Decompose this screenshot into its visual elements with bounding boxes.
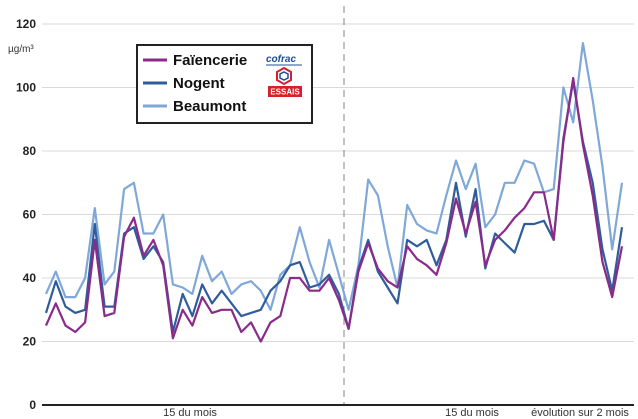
essais-badge [268, 86, 302, 97]
y-tick-label: 100 [16, 81, 36, 95]
legend-label-beaumont: Beaumont [173, 98, 246, 115]
cofrac-logo: cofrac ESSAIS [266, 54, 302, 97]
y-tick-label: 120 [16, 17, 36, 31]
x-tick-label: 15 du mois [445, 407, 499, 419]
cofrac-logo-text: cofrac [266, 54, 296, 65]
y-tick-label: 60 [23, 208, 37, 222]
series-line-nogent [44, 80, 624, 334]
series-lines [44, 41, 624, 343]
cofrac-hex-icon [276, 66, 292, 86]
x-tick-label: évolution sur 2 mois [531, 407, 629, 419]
y-tick-label: 0 [29, 398, 36, 412]
y-tick-label: 20 [23, 335, 37, 349]
y-axis-ticks: 0 20 40 60 80 100 120 [16, 17, 36, 412]
x-axis-ticks: 15 du mois 15 du mois évolution sur 2 mois [163, 407, 629, 419]
series-line-faiencerie [44, 76, 624, 343]
y-axis-unit-label: µg/m³ [8, 44, 34, 55]
y-tick-label: 80 [23, 144, 37, 158]
x-tick-label: 15 du mois [163, 407, 217, 419]
y-tick-label: 40 [23, 271, 37, 285]
legend-label-faiencerie: Faïencerie [173, 52, 247, 69]
cofrac-hex-icon-inner [279, 71, 289, 81]
series-line-beaumont [44, 41, 624, 311]
essais-badge-text: ESSAIS [270, 88, 300, 97]
legend: Faïencerie Nogent Beaumont cofrac ESSAIS [136, 44, 313, 124]
legend-label-nogent: Nogent [173, 75, 225, 92]
